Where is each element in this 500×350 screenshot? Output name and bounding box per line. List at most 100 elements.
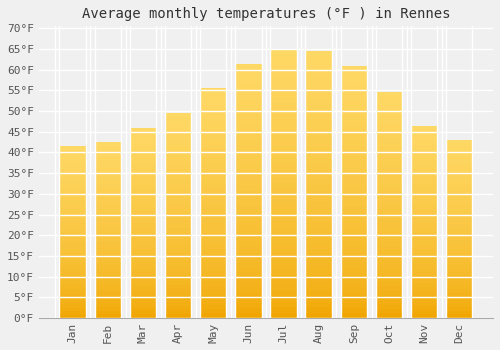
Bar [200,231,226,235]
Bar [60,215,86,218]
Bar [94,237,121,240]
Bar [446,140,472,318]
Bar [446,232,472,236]
Bar [270,275,296,280]
Bar [270,135,296,140]
Bar [306,281,332,286]
Bar [165,130,191,134]
Bar [130,135,156,139]
Bar [376,178,402,183]
Bar [306,89,332,94]
Bar [340,273,367,278]
Bar [200,226,226,231]
Bar [340,81,367,86]
Bar [200,88,226,93]
Bar [130,238,156,242]
Bar [340,106,367,111]
Bar [376,156,402,160]
Bar [340,182,367,187]
Bar [60,177,86,181]
Bar [94,311,121,314]
Bar [130,143,156,147]
Bar [376,97,402,101]
Bar [130,299,156,303]
Bar [165,113,191,117]
Bar [376,160,402,164]
Bar [94,314,121,318]
Bar [130,268,156,272]
Bar [376,286,402,291]
Bar [200,125,226,130]
Bar [446,254,472,258]
Bar [411,233,438,237]
Bar [60,205,86,208]
Bar [130,189,156,192]
Bar [165,134,191,138]
Bar [200,217,226,222]
Bar [165,220,191,224]
Bar [235,293,262,297]
Bar [270,264,296,270]
Bar [376,300,402,304]
Bar [200,222,226,226]
Bar [446,176,472,179]
Bar [411,176,438,180]
Bar [60,184,86,188]
Bar [94,230,121,233]
Bar [376,282,402,286]
Bar [200,134,226,139]
Bar [60,232,86,236]
Bar [165,216,191,220]
Bar [200,258,226,263]
Bar [235,211,262,216]
Bar [130,223,156,226]
Bar [165,121,191,125]
Bar [376,147,402,151]
Bar [306,62,332,67]
Bar [376,201,402,205]
Bar [446,222,472,225]
Bar [306,120,332,126]
Bar [94,255,121,258]
Bar [94,177,121,181]
Bar [165,207,191,211]
Bar [270,243,296,248]
Bar [376,106,402,111]
Bar [200,102,226,107]
Bar [94,142,121,146]
Bar [130,158,156,162]
Bar [446,261,472,265]
Bar [130,181,156,185]
Bar [306,206,332,211]
Bar [200,189,226,194]
Bar [94,300,121,304]
Bar [306,227,332,232]
Bar [200,272,226,276]
Bar [411,275,438,279]
Bar [306,126,332,131]
Bar [200,212,226,217]
Bar [340,262,367,267]
Bar [340,207,367,212]
Bar [306,179,332,184]
Bar [270,167,296,173]
Bar [446,300,472,304]
Bar [411,195,438,199]
Bar [165,224,191,228]
Bar [130,200,156,204]
Bar [94,219,121,223]
Bar [306,254,332,259]
Bar [306,232,332,238]
Bar [306,51,332,56]
Bar [235,114,262,119]
Bar [200,263,226,267]
Bar [446,140,472,143]
Bar [446,247,472,250]
Bar [235,155,262,160]
Bar [411,137,438,141]
Bar [340,91,367,96]
Bar [60,236,86,239]
Bar [411,260,438,264]
Bar [446,279,472,282]
Bar [270,97,296,103]
